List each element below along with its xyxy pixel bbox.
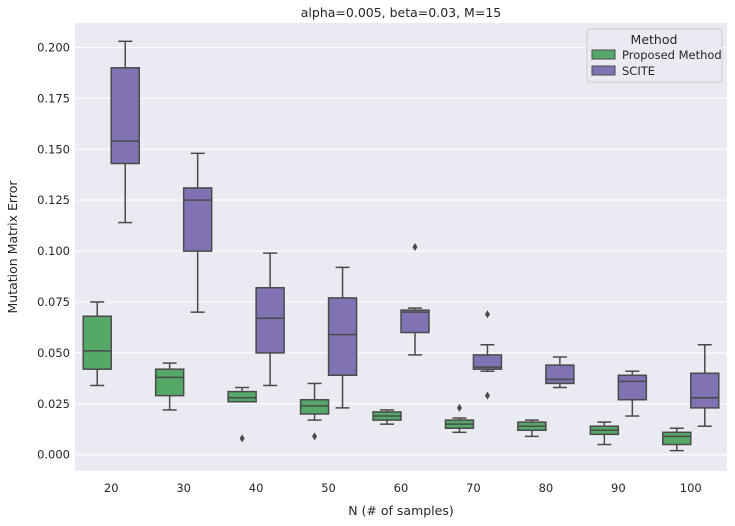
y-axis-label: Mutation Matrix Error — [5, 180, 20, 314]
x-tick-label: 40 — [249, 481, 264, 495]
box-proposed — [82, 301, 112, 387]
x-tick-label: 30 — [176, 481, 191, 495]
x-axis-label: N (# of samples) — [348, 503, 454, 518]
box-scite — [545, 356, 575, 389]
y-tick-label: 0.100 — [37, 244, 70, 258]
y-tick-label: 0.025 — [37, 397, 70, 411]
box-scite — [255, 252, 285, 387]
box-scite — [400, 243, 430, 356]
x-tick-label: 70 — [466, 481, 481, 495]
box-scite — [110, 40, 140, 224]
box-proposed — [589, 421, 620, 446]
outlier-point — [456, 403, 462, 412]
legend-label-proposed: Proposed Method — [622, 48, 722, 62]
box-scite — [327, 266, 358, 409]
chart-title: alpha=0.005, beta=0.03, M=15 — [301, 5, 501, 20]
box-proposed — [227, 386, 257, 443]
y-tick-label: 0.200 — [37, 40, 70, 54]
box-body — [617, 374, 648, 401]
legend: Method Proposed Method SCITE — [586, 28, 723, 83]
legend-frame — [586, 28, 723, 83]
outlier-point — [484, 391, 490, 400]
box-proposed — [154, 362, 185, 411]
box-body — [82, 315, 112, 370]
outlier-point — [239, 434, 245, 443]
box-body — [255, 286, 285, 354]
boxes — [82, 40, 720, 452]
x-tick-label: 100 — [680, 481, 702, 495]
y-tick-label: 0.075 — [37, 295, 70, 309]
legend-title: Method — [631, 32, 678, 47]
y-tick-label: 0.125 — [37, 193, 70, 207]
legend-swatch-proposed — [591, 49, 616, 60]
y-tick-label: 0.175 — [37, 91, 70, 105]
box-proposed — [444, 403, 475, 434]
y-tick-label: 0.000 — [37, 448, 70, 462]
box-body — [545, 364, 575, 385]
x-tick-label: 50 — [321, 481, 336, 495]
y-tick-label: 0.050 — [37, 346, 70, 360]
box-proposed — [299, 382, 330, 441]
box-scite — [182, 152, 213, 313]
box-body — [472, 354, 503, 370]
box-body — [400, 309, 430, 334]
box-body — [690, 372, 720, 409]
y-tick-label: 0.150 — [37, 142, 70, 156]
x-tick-label: 80 — [539, 481, 554, 495]
box-body — [299, 398, 330, 415]
box-body — [227, 390, 257, 403]
legend-swatch-scite — [591, 65, 616, 76]
box-proposed — [662, 427, 692, 452]
legend-label-scite: SCITE — [622, 64, 655, 78]
y-ticks: 0.000 0.025 0.050 0.075 0.100 0.125 0.150 0.175… — [37, 40, 70, 461]
box-body — [662, 431, 692, 446]
x-tick-label: 90 — [611, 481, 626, 495]
box-body — [110, 67, 140, 165]
box-scite — [472, 310, 503, 400]
box-body — [154, 368, 185, 397]
x-ticks: 20 30 40 50 60 70 80 90 100 — [104, 481, 702, 495]
outlier-point — [484, 310, 490, 319]
box-scite — [690, 343, 720, 427]
box-scite — [617, 370, 648, 417]
x-tick-label: 20 — [104, 481, 119, 495]
outlier-point — [412, 243, 418, 251]
box-body — [182, 187, 213, 252]
box-body — [327, 297, 358, 377]
x-tick-label: 60 — [394, 481, 409, 495]
outlier-point — [312, 432, 318, 441]
box-proposed — [517, 419, 547, 438]
box-proposed — [372, 409, 402, 425]
grid-lines — [75, 46, 727, 456]
